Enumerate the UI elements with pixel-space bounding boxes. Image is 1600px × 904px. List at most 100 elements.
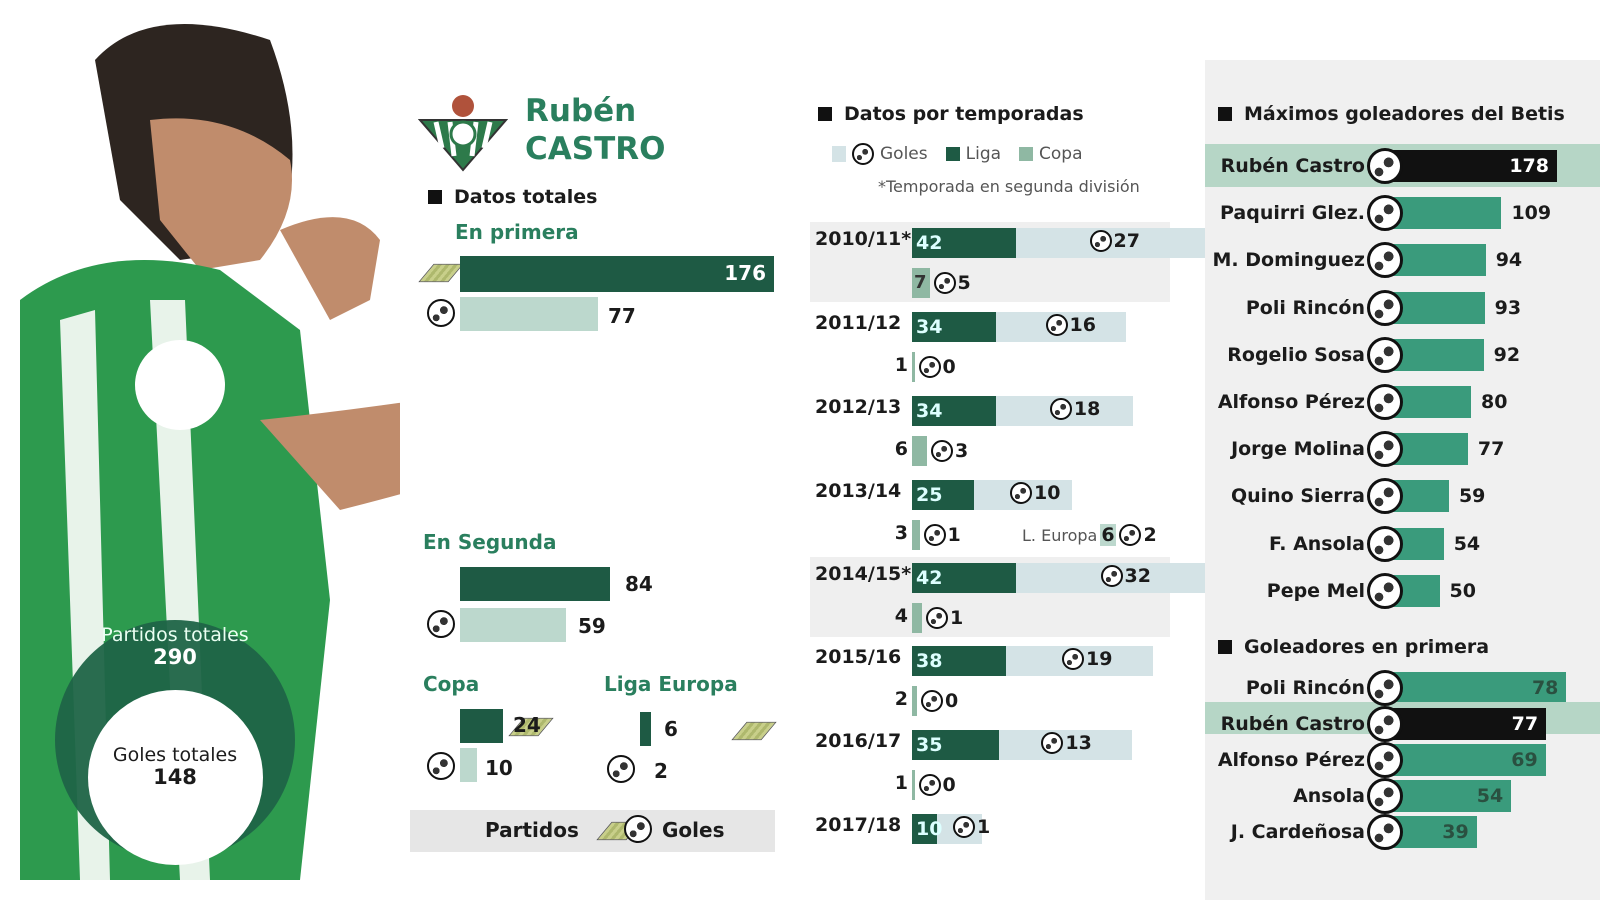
goles-totales-label: Goles totales [112, 744, 238, 766]
scorer-name: Pepe Mel [1266, 579, 1365, 602]
ball-icon [1010, 482, 1032, 504]
scorer-name: J. Cardeñosa [1230, 821, 1365, 843]
season-liga-goals: 19 [1062, 648, 1112, 670]
scorer-name: M. Dominguez [1212, 249, 1365, 272]
europa-partidos-value: 6 [664, 717, 678, 741]
ball-icon [624, 815, 652, 843]
scorer-row: Paquirri Glez. 109 [1205, 195, 1552, 232]
ball-icon [607, 755, 635, 783]
ball-icon [1367, 814, 1403, 850]
scorer-goals: 93 [1494, 296, 1522, 319]
ball-icon [1049, 398, 1072, 420]
scorer-row: F. Ansola 54 [1205, 525, 1481, 562]
scorer-row: Poli Rincón 78 [1205, 670, 1567, 706]
season-liga-goals: 16 [1045, 314, 1096, 336]
season-label: 2010/11* [815, 228, 912, 250]
copa-goles-bar [460, 748, 477, 782]
goles-totales-value: 148 [153, 765, 197, 789]
ball-icon [427, 299, 455, 327]
primera-partidos-bar [460, 256, 774, 292]
scorer-bar: 77 [1387, 708, 1547, 740]
season-label: 2013/14 [815, 480, 902, 502]
season-label: 2012/13 [815, 396, 902, 418]
season-copa-bar [912, 520, 920, 550]
scorer-bar [1387, 338, 1484, 371]
scorer-row: Quino Sierra 59 [1205, 478, 1486, 515]
scorer-bar [1387, 291, 1485, 324]
legend-partidos: Partidos [485, 818, 579, 842]
scorer-bar: 178 [1387, 150, 1557, 182]
ball-icon [1100, 565, 1123, 587]
ball-icon [427, 752, 455, 780]
ball-icon [921, 690, 943, 712]
scorer-row: Alfonso Pérez 80 [1205, 384, 1507, 420]
season-liga-bar: 34 [912, 312, 997, 342]
season-copa-value-outside: 2 [894, 688, 908, 710]
copa-partidos-value: 24 [513, 713, 541, 737]
scorer-name: Poli Rincón [1245, 677, 1365, 699]
segunda-goles-bar [460, 608, 566, 642]
copa-swatch [1019, 147, 1034, 161]
totals-title: Datos totales [428, 186, 597, 208]
ball-icon [1367, 336, 1403, 373]
ball-icon [1118, 524, 1141, 546]
scorer-name: Jorge Molina [1231, 438, 1365, 461]
season-label: 2017/18 [815, 814, 902, 836]
scorer-goals: 92 [1493, 343, 1521, 366]
primera-label: En primera [455, 220, 579, 244]
partidos-totales-label: Partidos totales [101, 624, 249, 646]
scorer-bar [1387, 244, 1486, 277]
betis-crest-icon [417, 92, 509, 176]
ball-icon [1089, 230, 1112, 252]
segunda-partidos-value: 84 [625, 572, 653, 596]
scorer-row: M. Dominguez 94 [1205, 242, 1522, 279]
copa-goles-value: 10 [485, 756, 513, 780]
ball-icon [1062, 648, 1085, 670]
scorer-name: Rogelio Sosa [1227, 343, 1365, 366]
ball-icon [918, 356, 941, 378]
scorer-goals: 54 [1453, 532, 1481, 555]
europa-label: Liga Europa [604, 672, 738, 696]
ball-icon [918, 774, 941, 796]
ball-icon [1367, 384, 1403, 420]
season-copa-goals: 0 [921, 690, 958, 712]
scorer-name: F. Ansola [1269, 532, 1365, 555]
seasons-title: Datos por temporadas [818, 103, 1084, 125]
goles-circle [88, 690, 263, 865]
ball-icon [953, 816, 975, 838]
season-liga-bar: 42 [912, 228, 1017, 258]
scorer-goals: 109 [1511, 202, 1552, 225]
scorer-name: Poli Rincón [1245, 296, 1365, 319]
season-copa-goals: 3 [931, 440, 968, 462]
season-liga-goals: 18 [1049, 398, 1100, 420]
section-square-icon [1218, 107, 1232, 121]
season-liga-goals: 27 [1089, 230, 1140, 252]
ball-icon [1367, 742, 1403, 778]
ball-icon [427, 610, 455, 638]
segunda-goles-value: 59 [578, 614, 606, 638]
scorer-name: Rubén Castro [1220, 713, 1365, 735]
ball-icon [1367, 670, 1403, 706]
section-square-icon [1218, 640, 1232, 654]
scorer-goals: 50 [1449, 579, 1476, 602]
scorer-row: Poli Rincón 93 [1205, 289, 1522, 326]
ball-icon [933, 272, 956, 294]
scorer-goals: 59 [1458, 485, 1486, 508]
copa-label: Copa [423, 672, 480, 696]
ball-icon [1367, 242, 1403, 279]
scorer-goals: 80 [1481, 391, 1508, 413]
scorer-name: Ansola [1293, 785, 1365, 807]
player-last-name: CASTRO [525, 131, 666, 167]
ball-icon [1367, 706, 1403, 742]
season-copa-value-outside: 1 [894, 772, 908, 794]
primera-scorers-title: Goleadores en primera [1218, 636, 1489, 658]
pitch-icon [420, 260, 460, 284]
season-liga-bar: 38 [912, 646, 1007, 676]
season-liga-goals: 10 [1010, 482, 1060, 504]
season-copa-bar [912, 436, 927, 466]
season-copa-goals: 0 [918, 774, 956, 796]
scorer-name: Alfonso Pérez [1217, 391, 1365, 413]
section-square-icon [818, 107, 832, 121]
segunda-label: En Segunda [423, 530, 557, 554]
player-first-name: Rubén [525, 93, 637, 129]
